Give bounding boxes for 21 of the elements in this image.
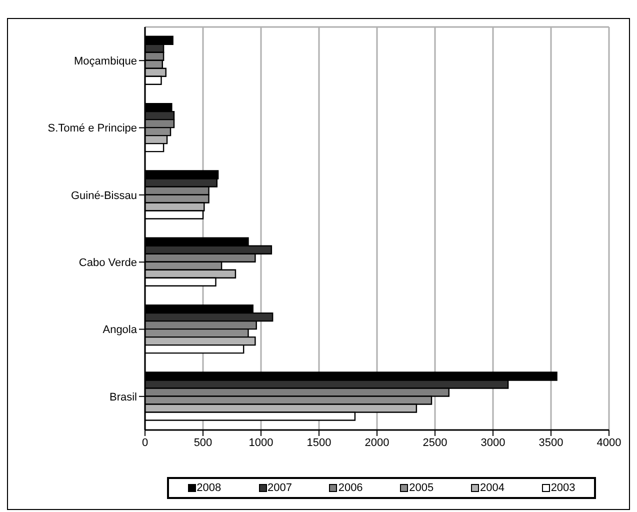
legend-label: 2005 — [408, 482, 434, 494]
x-tick-label: 500 — [194, 436, 212, 449]
x-tick-label: 4000 — [596, 436, 622, 449]
y-tick-label: Guiné-Bissau — [70, 190, 137, 202]
x-tick-label: 3500 — [538, 436, 564, 449]
x-tick-label: 1500 — [306, 436, 332, 449]
legend-label: 2007 — [266, 482, 292, 494]
y-tick-label: Moçambique — [74, 55, 137, 68]
y-tick-label: S.Tomé e Principe — [48, 122, 137, 135]
x-tick-label: 2000 — [364, 436, 390, 449]
x-tick-label: 2500 — [422, 436, 448, 449]
legend-label: 2003 — [550, 482, 576, 494]
x-tick-label: 0 — [142, 436, 148, 449]
legend-label: 2006 — [337, 482, 363, 494]
y-tick-label: Angola — [102, 324, 138, 336]
y-tick-label: Brasil — [109, 391, 137, 404]
x-tick-label: 1000 — [248, 436, 274, 449]
legend-label: 2008 — [196, 482, 222, 494]
legend-label: 2004 — [478, 482, 504, 494]
y-tick-label: Cabo Verde — [78, 256, 137, 269]
x-tick-label: 3000 — [480, 436, 506, 449]
